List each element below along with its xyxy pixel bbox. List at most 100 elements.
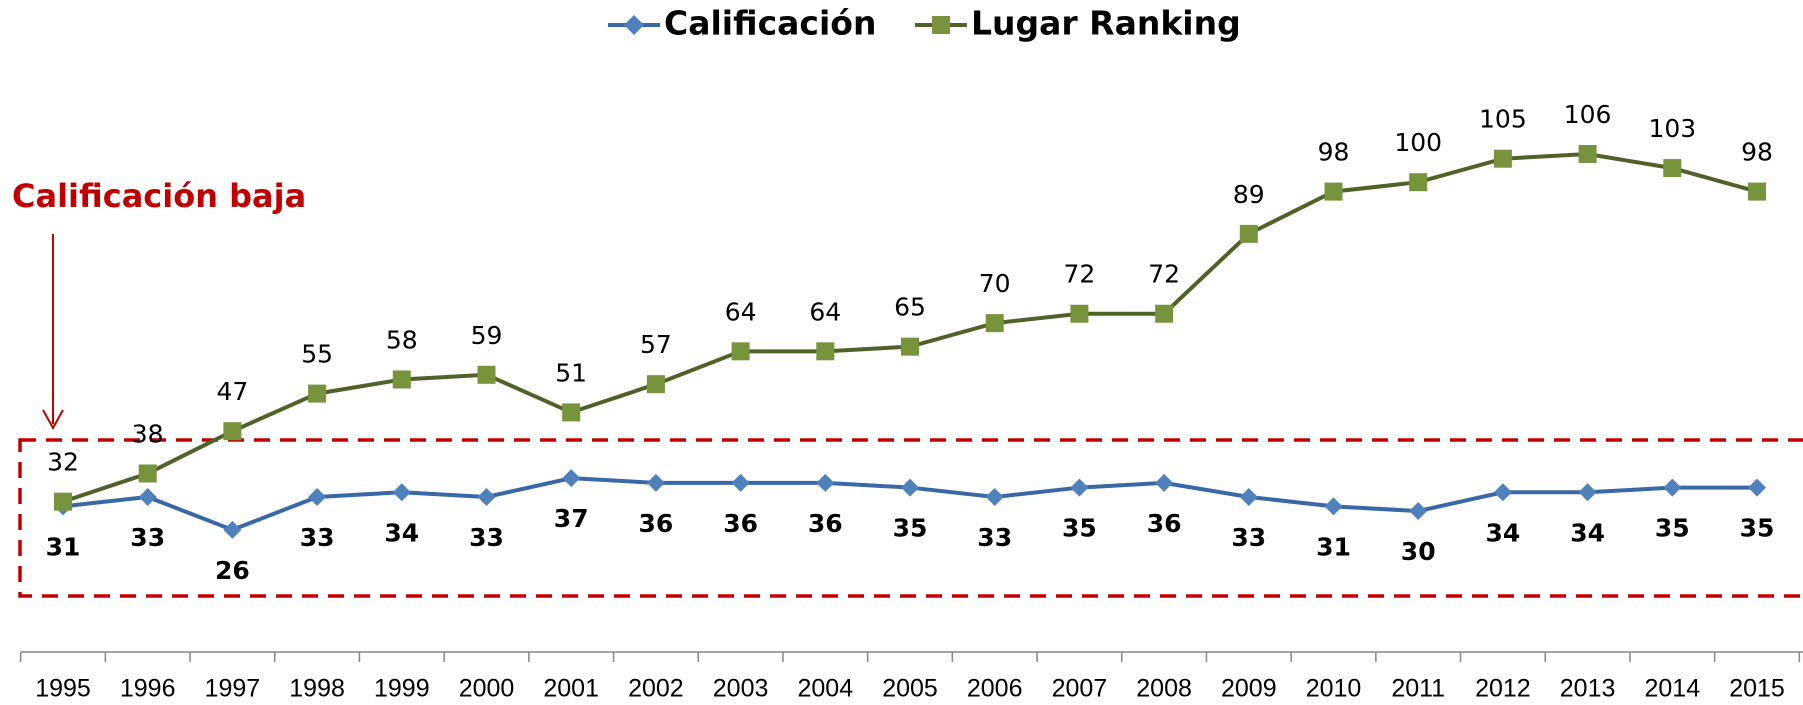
marker	[1155, 304, 1174, 323]
x-tick-label: 2006	[967, 675, 1023, 703]
marker	[646, 375, 665, 394]
data-label: 34	[1486, 518, 1521, 547]
data-label: 38	[132, 419, 164, 448]
marker	[308, 487, 327, 506]
marker	[223, 422, 242, 441]
data-label: 33	[1231, 523, 1266, 552]
marker	[562, 469, 581, 488]
marker	[1578, 145, 1597, 163]
marker	[1239, 224, 1258, 243]
data-label: 89	[1233, 180, 1265, 209]
marker	[562, 403, 581, 422]
data-label: 103	[1648, 114, 1696, 143]
legend-marker	[624, 15, 644, 35]
data-label: 105	[1479, 105, 1527, 134]
x-tick-label: 2005	[882, 675, 938, 703]
data-label: 31	[46, 532, 81, 561]
annotation: Calificación baja	[12, 177, 306, 215]
x-tick-label: 2009	[1221, 675, 1277, 703]
data-label: 35	[1655, 514, 1690, 543]
marker	[985, 314, 1004, 333]
marker	[901, 478, 919, 497]
data-label: 98	[1741, 138, 1773, 167]
x-tick-label: 2010	[1306, 675, 1362, 703]
data-label: 64	[725, 297, 757, 326]
data-label: 33	[469, 523, 504, 552]
x-tick-label: 2011	[1391, 675, 1445, 703]
data-label: 72	[1063, 260, 1095, 289]
marker	[477, 365, 496, 384]
marker	[392, 370, 411, 389]
data-label: 36	[808, 509, 843, 538]
legend-label: Calificación	[664, 4, 876, 43]
data-label: 36	[639, 509, 674, 538]
data-label: 59	[471, 321, 503, 350]
data-label: 32	[47, 448, 79, 477]
x-tick-label: 1998	[289, 675, 345, 703]
marker	[1663, 478, 1682, 497]
marker	[1409, 173, 1428, 192]
x-tick-label: 2015	[1729, 675, 1785, 703]
x-tick-label: 2001	[543, 675, 599, 703]
x-tick-label: 2012	[1475, 675, 1531, 703]
marker	[1748, 478, 1766, 497]
data-label: 35	[1740, 514, 1775, 543]
marker	[1493, 483, 1512, 502]
marker	[1155, 473, 1174, 492]
x-tick-label: 2004	[797, 675, 853, 703]
data-label: 100	[1394, 128, 1442, 157]
legend-marker	[932, 16, 950, 34]
marker	[1324, 497, 1343, 516]
marker	[1578, 483, 1597, 502]
data-label: 33	[977, 523, 1012, 552]
data-label: 98	[1318, 138, 1350, 167]
data-label: 72	[1148, 260, 1180, 289]
x-tick-label: 2002	[628, 675, 684, 703]
data-label: 64	[809, 297, 841, 326]
data-label: 36	[1147, 509, 1182, 538]
marker	[1324, 182, 1343, 201]
data-label: 70	[979, 269, 1011, 298]
x-tick-label: 2008	[1136, 675, 1192, 703]
legend-label: Lugar Ranking	[971, 4, 1241, 43]
marker	[1409, 502, 1428, 521]
data-label: 35	[1062, 514, 1097, 543]
data-label: 51	[555, 358, 587, 387]
x-tick-label: 1999	[374, 675, 430, 703]
marker	[731, 473, 750, 492]
marker	[816, 342, 835, 361]
x-tick-label: 2003	[713, 675, 769, 703]
data-label: 26	[215, 556, 250, 585]
data-label: 33	[300, 523, 335, 552]
marker	[731, 342, 750, 361]
data-label: 34	[1570, 518, 1605, 547]
data-label: 31	[1316, 532, 1351, 561]
marker	[1239, 487, 1258, 506]
data-label: 37	[554, 504, 589, 533]
data-label: 55	[301, 340, 333, 369]
data-label: 57	[640, 330, 672, 359]
data-label: 30	[1401, 537, 1436, 566]
marker	[54, 492, 72, 511]
x-tick-label: 1996	[120, 675, 176, 703]
x-tick-label: 2007	[1052, 675, 1108, 703]
marker	[1070, 478, 1089, 497]
data-label: 106	[1564, 100, 1612, 129]
data-label: 35	[893, 514, 928, 543]
series-line	[62, 151, 1758, 504]
marker	[223, 520, 242, 539]
x-tick-label: 1995	[35, 675, 91, 703]
marker	[308, 384, 327, 403]
marker	[1493, 149, 1512, 168]
marker	[816, 473, 835, 492]
marker	[392, 483, 411, 502]
x-tick-label: 2014	[1644, 675, 1700, 703]
annotation-arrowhead	[42, 409, 64, 431]
data-label: 33	[130, 523, 165, 552]
marker	[985, 487, 1004, 506]
highlight-box	[18, 438, 1803, 598]
marker	[138, 487, 157, 506]
x-tick-label: 2013	[1560, 675, 1616, 703]
marker	[138, 464, 157, 483]
